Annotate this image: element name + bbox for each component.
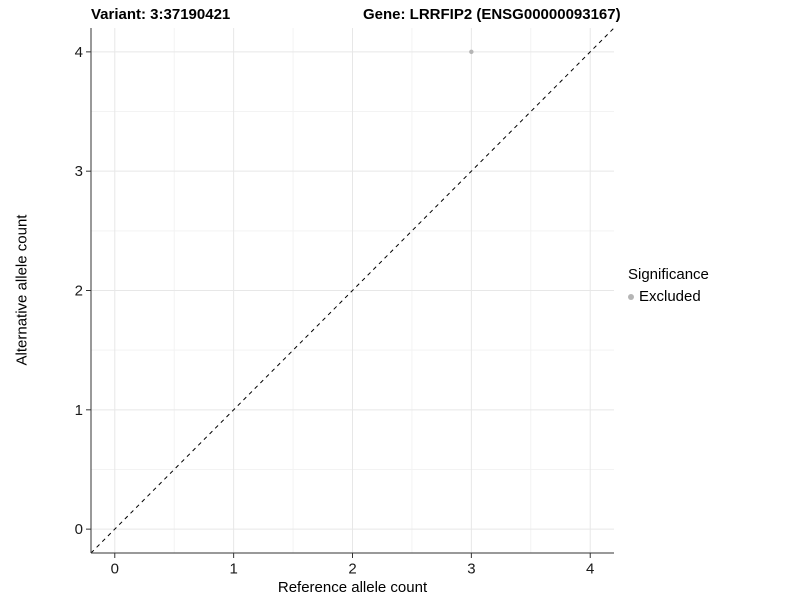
plot-title-variant: Variant: 3:37190421 [91, 6, 231, 23]
legend-item-label: Excluded [639, 288, 701, 305]
x-axis-title: Reference allele count [277, 579, 428, 596]
y-axis-title: Alternative allele count [13, 214, 31, 366]
x-tick-label: 3 [467, 560, 475, 577]
identity-reference-line [90, 27, 615, 554]
plot-title-gene: Gene: LRRFIP2 (ENSG00000093167) [363, 6, 621, 23]
legend-title: Significance [628, 266, 709, 283]
data-point-excluded [469, 49, 474, 55]
y-tick-label: 4 [75, 44, 83, 61]
x-tick-label: 2 [348, 560, 356, 577]
x-tick-label: 1 [229, 560, 237, 577]
x-tick-label: 0 [111, 560, 119, 577]
x-tick-label: 4 [586, 560, 594, 577]
legend: Significance Excluded [628, 266, 709, 305]
legend-item-excluded: Excluded [628, 288, 709, 305]
y-tick-label: 0 [75, 521, 83, 538]
y-tick-label: 2 [75, 283, 83, 300]
y-tick-label: 1 [75, 402, 83, 419]
legend-key-dot-icon [628, 293, 634, 300]
y-tick-label: 3 [75, 163, 83, 180]
